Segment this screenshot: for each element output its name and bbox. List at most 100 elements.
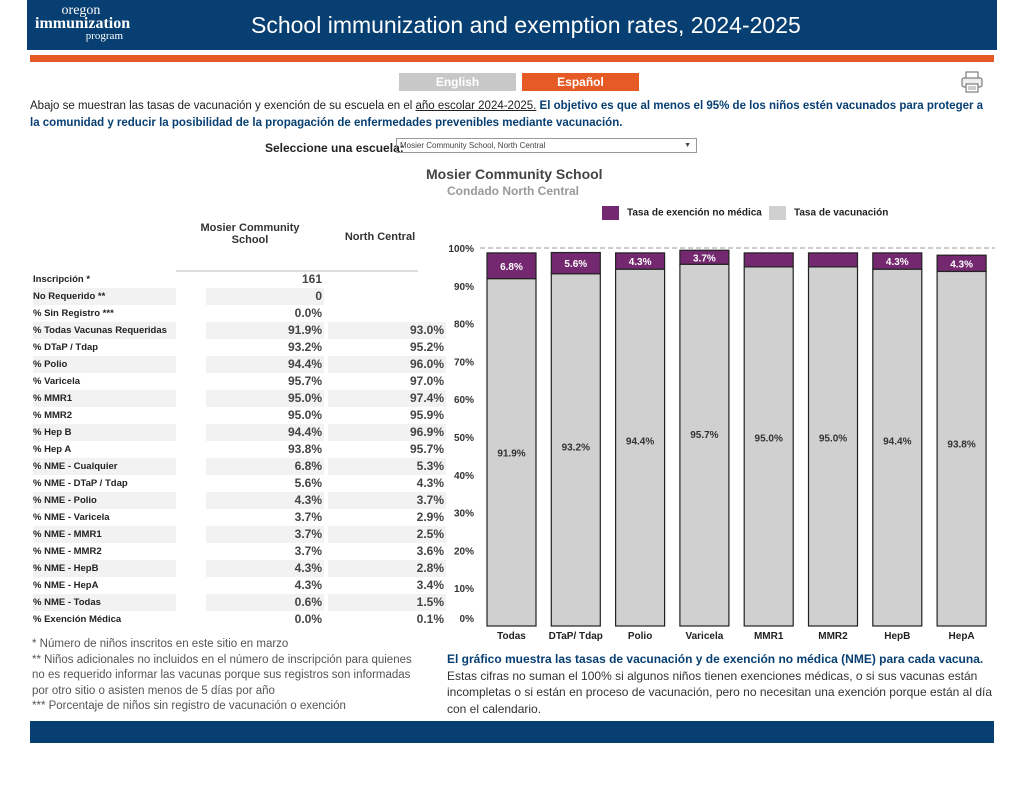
intro-text: Abajo se muestran las tasas de vacunació…	[30, 98, 990, 132]
row-label: % Varicela	[33, 376, 81, 387]
bar-vaccination	[486, 278, 537, 627]
school-value: 4.3%	[206, 560, 324, 577]
table-row: % MMR1 95.0% 97.4%	[30, 390, 446, 407]
row-label: % NME - DTaP / Tdap	[33, 478, 128, 489]
x-tick-label: DTaP/ Tdap	[549, 631, 603, 642]
table-row: % Hep A 93.8% 95.7%	[30, 441, 444, 458]
table-row: % DTaP / Tdap 93.2% 95.2%	[30, 339, 444, 356]
table-row: Inscripción * 161	[30, 271, 418, 288]
school-value: 0	[206, 288, 324, 305]
row-label: % NME - MMR2	[33, 546, 102, 557]
y-tick-label: 50%	[454, 433, 474, 444]
county-value: 2.5%	[328, 526, 446, 543]
bar-vaccination	[936, 270, 987, 627]
table-footnotes: * Número de niños inscritos en este siti…	[32, 637, 412, 715]
school-value: 94.4%	[206, 424, 324, 441]
bar-vaccination	[807, 266, 859, 627]
county-value: 95.2%	[409, 340, 444, 354]
bar-label-vaccination: 95.0%	[755, 433, 783, 444]
bar-label-vaccination: 94.4%	[626, 436, 654, 447]
school-value: 6.8%	[206, 458, 324, 475]
bar-vaccination	[743, 266, 794, 627]
bar-label-nme: 4.3%	[950, 259, 973, 270]
bar-label-vaccination: 91.9%	[497, 449, 525, 460]
bar-label-nme: 3.7%	[693, 253, 716, 264]
x-tick-label: Varicela	[685, 631, 723, 642]
county-value: 95.9%	[409, 408, 444, 422]
footnote: *** Porcentaje de niños sin registro de …	[32, 700, 346, 712]
table-row: % NME - Cualquier 6.8% 5.3%	[30, 458, 446, 475]
oregon-immunization-logo: oregon immunization program	[35, 4, 130, 43]
school-value: 0.0%	[294, 306, 322, 320]
row-label: % Hep A	[33, 444, 72, 455]
accent-bar	[30, 55, 994, 62]
school-value: 0.6%	[206, 594, 324, 611]
row-label: % NME - HepA	[33, 580, 99, 591]
y-tick-label: 90%	[454, 282, 474, 293]
row-label: No Requerido **	[33, 288, 176, 305]
school-value: 3.7%	[294, 544, 322, 558]
county-value: 96.9%	[328, 424, 446, 441]
school-value: 4.3%	[294, 578, 322, 592]
school-value: 91.9%	[206, 322, 324, 339]
bar-vaccination	[872, 268, 923, 627]
bar-vaccination	[615, 268, 666, 627]
bar-label-nme: 5.6%	[564, 259, 587, 270]
english-button[interactable]: English	[399, 73, 516, 91]
bar-vaccination	[550, 273, 601, 627]
row-label: % Exención Médica	[33, 614, 122, 625]
school-value: 93.8%	[287, 442, 322, 456]
school-select[interactable]: Mosier Community School, North Central ▼	[396, 138, 697, 153]
y-tick-label: 0%	[460, 614, 475, 625]
school-year-link[interactable]: año escolar 2024-2025.	[415, 100, 537, 112]
table-row: % MMR2 95.0% 95.9%	[30, 407, 444, 424]
x-tick-label: Polio	[628, 631, 652, 642]
school-value: 4.3%	[206, 492, 324, 509]
row-label: % Todas Vacunas Requeridas	[33, 322, 176, 339]
bar-nme	[936, 254, 987, 273]
table-row: % Sin Registro *** 0.0%	[30, 305, 418, 322]
bar-nme	[872, 252, 923, 270]
row-label: % NME - HepB	[33, 560, 176, 577]
table-row: % NME - Todas 0.6% 1.5%	[30, 594, 446, 611]
county-value: 5.3%	[328, 458, 446, 475]
caption-bold: El gráfico muestra las tasas de vacunaci…	[447, 652, 984, 666]
county-value: 3.4%	[416, 578, 444, 592]
row-label: % NME - MMR1	[33, 526, 176, 543]
table-row: % Exención Médica 0.0% 0.1%	[30, 611, 444, 628]
chevron-down-icon: ▼	[684, 142, 691, 149]
school-value: 95.0%	[287, 408, 322, 422]
column-header-county: North Central	[344, 231, 416, 243]
row-label: % Sin Registro ***	[33, 308, 114, 319]
x-tick-label: MMR1	[754, 631, 784, 642]
county-value: 97.0%	[409, 374, 444, 388]
legend-swatch	[769, 206, 786, 220]
table-row: % NME - MMR2 3.7% 3.6%	[30, 543, 444, 560]
chart-title: Mosier Community School	[426, 166, 603, 182]
row-label: % NME - Todas	[33, 594, 176, 611]
bar-label-vaccination: 93.2%	[562, 442, 590, 453]
spanish-button[interactable]: Español	[522, 73, 639, 91]
table-row: % NME - Varicela 3.7% 2.9%	[30, 509, 444, 526]
school-value: 95.0%	[206, 390, 324, 407]
legend-label: Tasa de vacunación	[794, 207, 889, 219]
intro-part: Abajo se muestran las tasas de vacunació…	[30, 100, 416, 112]
bar-nme	[615, 252, 666, 270]
row-label: % MMR2	[33, 410, 73, 421]
table-row: % Varicela 95.7% 97.0%	[30, 373, 444, 390]
county-value: 2.8%	[328, 560, 446, 577]
bar-vaccination	[679, 263, 730, 627]
page-title: School immunization and exemption rates,…	[251, 12, 801, 38]
column-header-school: Mosier Community School	[200, 222, 300, 246]
table-row: % Hep B 94.4% 96.9%	[30, 424, 446, 441]
school-value: 3.7%	[294, 510, 322, 524]
county-value: 2.9%	[416, 510, 444, 524]
county-value: 97.4%	[328, 390, 446, 407]
header-banner: oregon immunization program School immun…	[27, 0, 997, 50]
school-value: 94.4%	[206, 356, 324, 373]
bar-nme	[486, 252, 537, 280]
school-value: 95.7%	[287, 374, 322, 388]
school-value: 93.2%	[287, 340, 322, 354]
caption-text: Estas cifras no suman el 100% si algunos…	[447, 668, 993, 716]
printer-icon[interactable]	[960, 71, 984, 93]
